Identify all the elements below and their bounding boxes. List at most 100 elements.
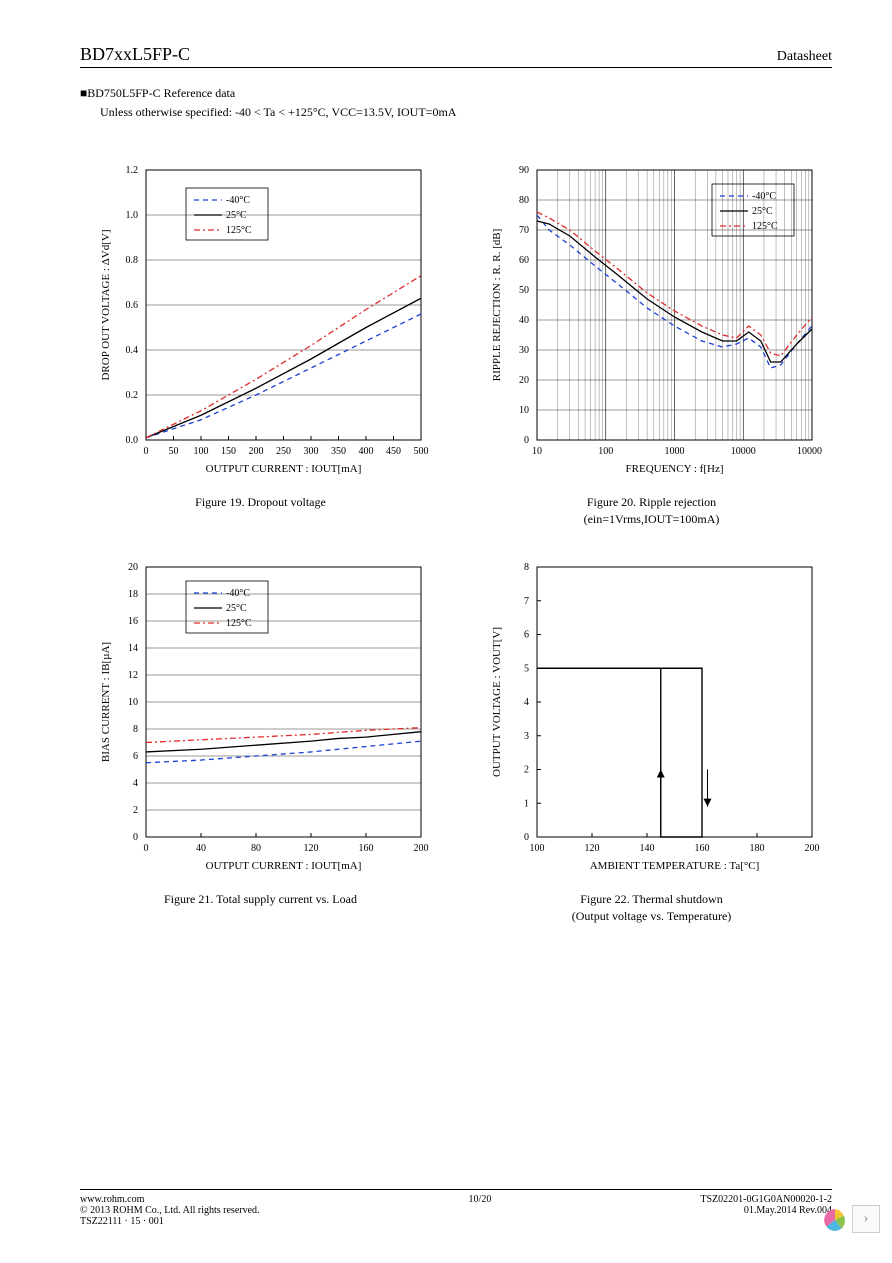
svg-text:40: 40: [196, 843, 206, 854]
svg-text:FREQUENCY : f[Hz]: FREQUENCY : f[Hz]: [625, 463, 723, 475]
svg-text:0: 0: [524, 832, 529, 843]
svg-text:80: 80: [519, 195, 529, 206]
svg-text:160: 160: [694, 843, 709, 854]
svg-text:400: 400: [358, 446, 373, 457]
svg-text:14: 14: [128, 643, 138, 654]
svg-text:1.2: 1.2: [125, 165, 138, 176]
svg-text:10000: 10000: [730, 446, 755, 457]
chart-19-cell: 0501001502002503003504004505000.00.20.40…: [80, 160, 441, 527]
chart-20-cell: 101001000100001000000102030405060708090F…: [471, 160, 832, 527]
chart-22-caption-sub: (Output voltage vs. Temperature): [471, 909, 832, 924]
chart-22-caption: Figure 22. Thermal shutdown: [471, 892, 832, 907]
chart-21-cell: 0408012016020002468101214161820OUTPUT CU…: [80, 557, 441, 924]
svg-text:-40°C: -40°C: [226, 195, 250, 206]
chart-20-caption: Figure 20. Ripple rejection: [471, 495, 832, 510]
svg-text:8: 8: [133, 724, 138, 735]
svg-text:1.0: 1.0: [125, 210, 138, 221]
svg-text:250: 250: [276, 446, 291, 457]
svg-text:60: 60: [519, 255, 529, 266]
svg-text:3: 3: [524, 731, 529, 742]
next-page-button[interactable]: ›: [852, 1205, 880, 1233]
footer-url: www.rohm.com: [80, 1194, 260, 1205]
svg-text:20: 20: [519, 375, 529, 386]
svg-text:100000: 100000: [797, 446, 822, 457]
svg-text:16: 16: [128, 616, 138, 627]
svg-text:200: 200: [413, 843, 428, 854]
svg-text:0.8: 0.8: [125, 255, 138, 266]
section-title: ■BD750L5FP-C Reference data: [80, 86, 832, 101]
svg-text:5: 5: [524, 663, 529, 674]
svg-text:25°C: 25°C: [226, 603, 247, 614]
svg-text:OUTPUT VOLTAGE : VOUT[V]: OUTPUT VOLTAGE : VOUT[V]: [491, 627, 503, 777]
svg-text:2: 2: [524, 765, 529, 776]
svg-text:2: 2: [133, 805, 138, 816]
svg-text:120: 120: [584, 843, 599, 854]
svg-text:12: 12: [128, 670, 138, 681]
svg-text:0.2: 0.2: [125, 390, 138, 401]
svg-text:80: 80: [251, 843, 261, 854]
svg-text:20: 20: [128, 562, 138, 573]
svg-text:40: 40: [519, 315, 529, 326]
svg-text:18: 18: [128, 589, 138, 600]
svg-text:100: 100: [598, 446, 613, 457]
svg-text:-40°C: -40°C: [226, 588, 250, 599]
svg-text:100: 100: [193, 446, 208, 457]
svg-text:10: 10: [128, 697, 138, 708]
charts-grid: 0501001502002503003504004505000.00.20.40…: [80, 160, 832, 924]
svg-text:7: 7: [524, 596, 529, 607]
page-footer: www.rohm.com © 2013 ROHM Co., Ltd. All r…: [80, 1189, 832, 1227]
svg-text:0.0: 0.0: [125, 435, 138, 446]
svg-text:125°C: 125°C: [226, 225, 252, 236]
svg-text:140: 140: [639, 843, 654, 854]
svg-text:OUTPUT CURRENT : IOUT[mA]: OUTPUT CURRENT : IOUT[mA]: [205, 463, 361, 475]
svg-text:450: 450: [386, 446, 401, 457]
chart-20-caption-sub: (ein=1Vrms,IOUT=100mA): [471, 512, 832, 527]
svg-text:200: 200: [248, 446, 263, 457]
svg-text:4: 4: [133, 778, 138, 789]
svg-text:0.4: 0.4: [125, 345, 138, 356]
svg-text:350: 350: [331, 446, 346, 457]
svg-text:DROP OUT VOLTAGE : ΔVd[V]: DROP OUT VOLTAGE : ΔVd[V]: [100, 229, 112, 380]
svg-text:6: 6: [524, 630, 529, 641]
svg-text:RIPPLE REJECTION : R. R. [dB]: RIPPLE REJECTION : R. R. [dB]: [491, 229, 503, 381]
svg-text:180: 180: [749, 843, 764, 854]
chart-21-caption: Figure 21. Total supply current vs. Load: [80, 892, 441, 907]
svg-text:300: 300: [303, 446, 318, 457]
logo-icon: [822, 1207, 848, 1233]
svg-text:160: 160: [358, 843, 373, 854]
part-number: BD7xxL5FP-C: [80, 44, 190, 65]
footer-page: 10/20: [260, 1194, 701, 1205]
footer-tsz: TSZ22111 · 15 · 001: [80, 1216, 260, 1227]
svg-text:70: 70: [519, 225, 529, 236]
svg-text:90: 90: [519, 165, 529, 176]
svg-text:1000: 1000: [664, 446, 684, 457]
svg-text:BIAS CURRENT : IB[µA]: BIAS CURRENT : IB[µA]: [100, 642, 112, 762]
svg-text:4: 4: [524, 697, 529, 708]
page-header: BD7xxL5FP-C Datasheet: [80, 44, 832, 68]
footer-doc-id: TSZ02201-0G1G0AN00020-1-2: [700, 1194, 832, 1205]
svg-text:8: 8: [524, 562, 529, 573]
chart-22: 100 120 140 160 180 200 0 1 2 3 4 5 6 7 8 AMBIENT TEMPE…: [482, 557, 822, 877]
svg-text:150: 150: [221, 446, 236, 457]
svg-text:25°C: 25°C: [752, 206, 773, 217]
svg-text:25°C: 25°C: [226, 210, 247, 221]
svg-text:200: 200: [804, 843, 819, 854]
svg-text:50: 50: [168, 446, 178, 457]
svg-text:125°C: 125°C: [226, 618, 252, 629]
svg-text:0.6: 0.6: [125, 300, 138, 311]
chart-22-cell: 100 120 140 160 180 200 0 1 2 3 4 5 6 7 8 AMBIENT TEMPE…: [471, 557, 832, 924]
svg-text:10: 10: [519, 405, 529, 416]
svg-text:0: 0: [133, 832, 138, 843]
svg-text:100: 100: [529, 843, 544, 854]
footer-copyright: © 2013 ROHM Co., Ltd. All rights reserve…: [80, 1205, 260, 1216]
svg-text:6: 6: [133, 751, 138, 762]
svg-text:1: 1: [524, 798, 529, 809]
chart-19-caption: Figure 19. Dropout voltage: [80, 495, 441, 510]
chart-19: 0501001502002503003504004505000.00.20.40…: [91, 160, 431, 480]
svg-text:0: 0: [143, 843, 148, 854]
svg-text:125°C: 125°C: [752, 221, 778, 232]
svg-text:10: 10: [532, 446, 542, 457]
svg-text:OUTPUT CURRENT : IOUT[mA]: OUTPUT CURRENT : IOUT[mA]: [205, 860, 361, 872]
svg-text:-40°C: -40°C: [752, 191, 776, 202]
svg-text:AMBIENT TEMPERATURE : Ta[°C]: AMBIENT TEMPERATURE : Ta[°C]: [589, 860, 759, 872]
